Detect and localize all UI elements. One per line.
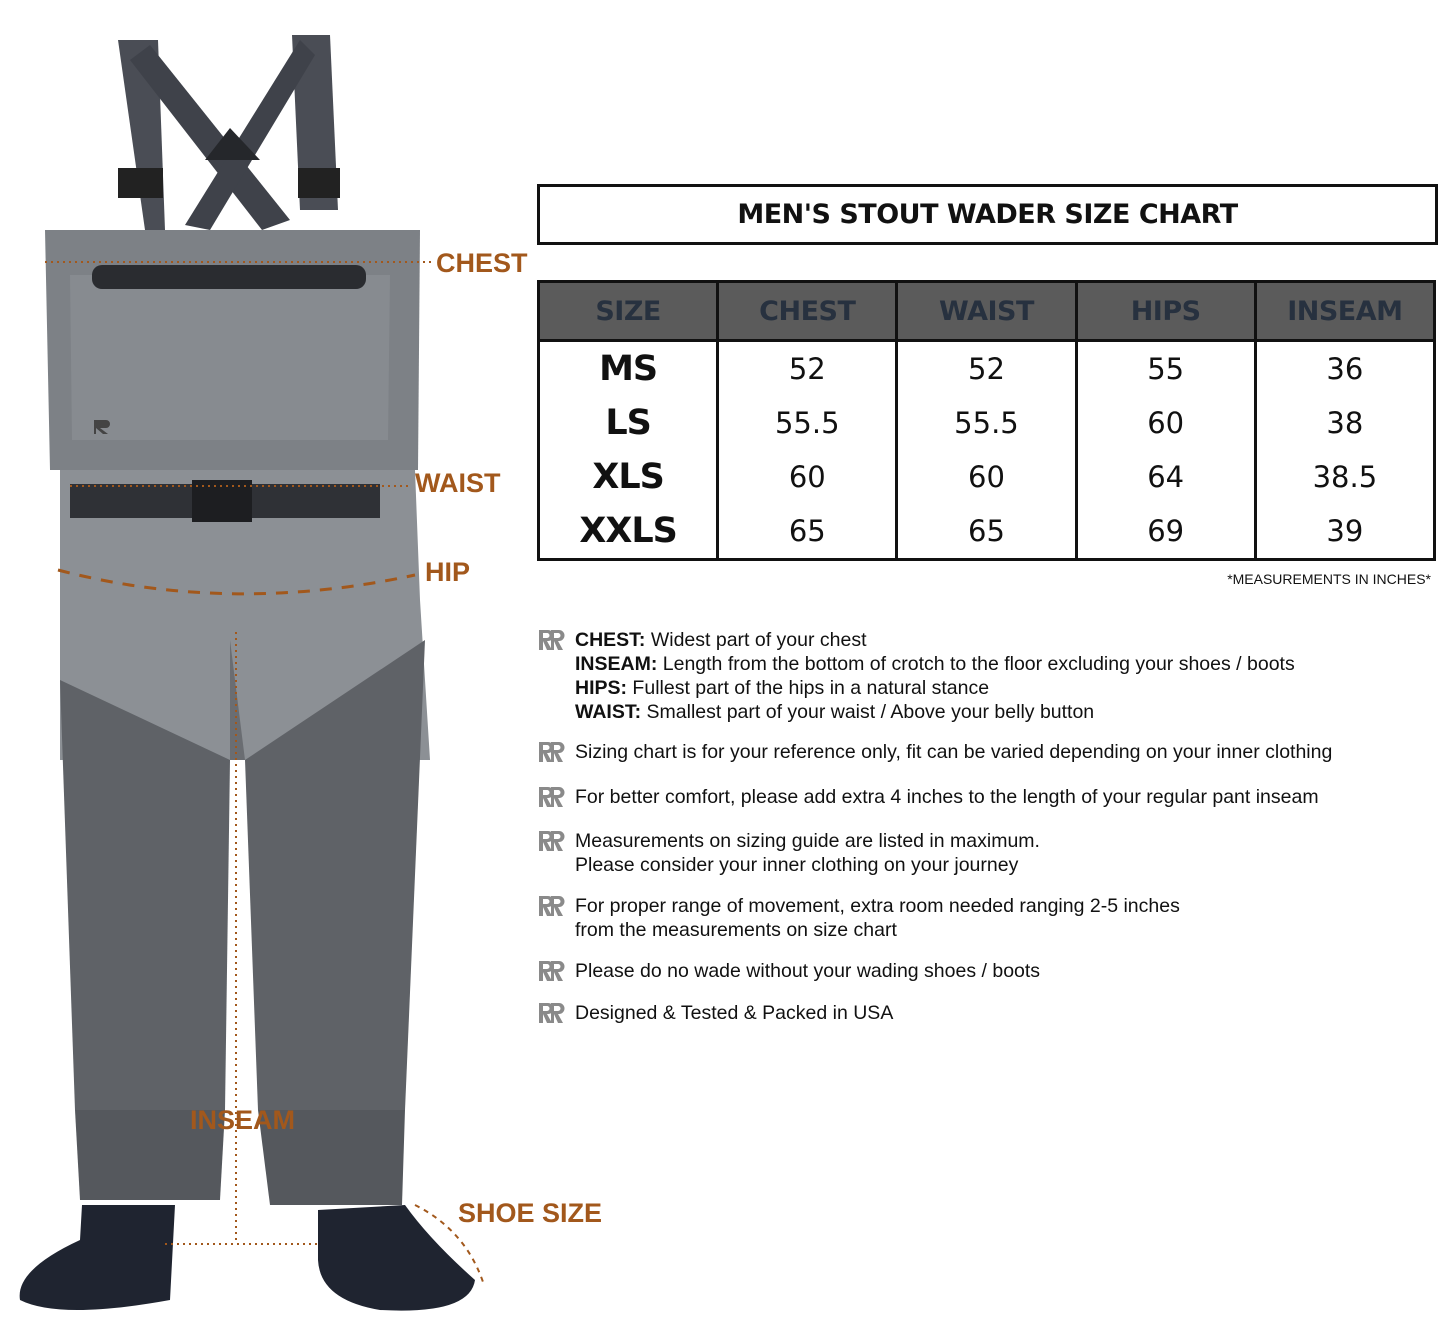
measurement-cell: 64: [1074, 450, 1257, 504]
header-hips: HIPS: [1074, 280, 1257, 342]
tip-item: Please do no wade without your wading sh…: [538, 959, 1040, 983]
tip-line: Measurements on sizing guide are listed …: [575, 830, 1040, 852]
brand-logo-icon: [539, 630, 565, 650]
size-cell: XLS: [536, 450, 720, 504]
measurement-cell: 60: [716, 450, 899, 504]
definition-term: HIPS:: [575, 677, 628, 699]
brand-logo-icon: [539, 787, 565, 807]
wader-product-image: [19, 35, 484, 1311]
shoe-size-label: SHOE SIZE: [458, 1198, 603, 1228]
definition-item: CHEST: Widest part of your chest: [575, 628, 1295, 652]
definition-item: HIPS: Fullest part of the hips in a natu…: [575, 676, 1295, 700]
size-cell: MS: [536, 340, 720, 396]
measurement-cell: 69: [1074, 504, 1257, 561]
definition-text: Smallest part of your waist / Above your…: [641, 701, 1095, 723]
measurement-cell: 65: [895, 504, 1078, 561]
table-row: XXLS 65 65 69 39: [536, 504, 1437, 561]
measurement-note: *MEASUREMENTS IN INCHES*: [1227, 571, 1431, 587]
measurement-cell: 55.5: [895, 396, 1078, 450]
header-waist: WAIST: [895, 280, 1078, 342]
header-chest: CHEST: [716, 280, 899, 342]
definition-term: INSEAM:: [575, 653, 658, 675]
brand-logo-icon: [539, 742, 565, 762]
brand-logo-icon: [539, 1003, 565, 1023]
measurement-cell: 38.5: [1253, 450, 1437, 504]
tip-item: For better comfort, please add extra 4 i…: [538, 785, 1319, 809]
tip-line: Please do no wade without your wading sh…: [575, 960, 1041, 982]
brand-logo-icon: [539, 896, 565, 916]
table-header-row: SIZE CHEST WAIST HIPS INSEAM: [536, 280, 1437, 342]
measurement-cell: 52: [895, 340, 1078, 396]
header-inseam: INSEAM: [1253, 280, 1437, 342]
inseam-label: INSEAM: [190, 1105, 296, 1135]
size-chart-title: MEN'S STOUT WADER SIZE CHART: [537, 184, 1438, 245]
definition-text: Length from the bottom of crotch to the …: [657, 653, 1295, 675]
tip-line: from the measurements on size chart: [575, 919, 897, 941]
measurement-cell: 55.5: [716, 396, 899, 450]
measurement-cell: 52: [716, 340, 899, 396]
tip-line: Please consider your inner clothing on y…: [575, 854, 1019, 876]
brand-logo-icon: [539, 831, 565, 851]
measurement-cell: 39: [1253, 504, 1437, 561]
table-row: XLS 60 60 64 38.5: [536, 450, 1437, 504]
tip-line: Designed & Tested & Packed in USA: [575, 1002, 894, 1024]
definition-text: Fullest part of the hips in a natural st…: [627, 677, 990, 699]
waist-label: WAIST: [415, 468, 501, 498]
definitions-list: CHEST: Widest part of your chest INSEAM: …: [538, 628, 1295, 724]
tip-line: For better comfort, please add extra 4 i…: [575, 786, 1319, 808]
tip-item: Designed & Tested & Packed in USA: [538, 1001, 893, 1025]
brand-logo-icon: [539, 961, 565, 981]
definition-item: WAIST: Smallest part of your waist / Abo…: [575, 700, 1295, 724]
header-size: SIZE: [536, 280, 720, 342]
tip-line: For proper range of movement, extra room…: [575, 895, 1180, 917]
tip-item: Measurements on sizing guide are listed …: [538, 829, 1040, 877]
tip-line: Sizing chart is for your reference only,…: [575, 741, 1333, 763]
tip-item: For proper range of movement, extra room…: [538, 894, 1180, 942]
measurement-cell: 60: [895, 450, 1078, 504]
hip-label: HIP: [425, 557, 471, 587]
chest-label: CHEST: [436, 248, 528, 278]
definition-item: INSEAM: Length from the bottom of crotch…: [575, 652, 1295, 676]
size-table: SIZE CHEST WAIST HIPS INSEAM MS 52 52 55 36 L…: [536, 280, 1437, 561]
measurement-cell: 65: [716, 504, 899, 561]
definition-term: CHEST:: [575, 629, 646, 651]
size-cell: LS: [536, 396, 720, 450]
size-cell: XXLS: [536, 504, 720, 561]
measurement-cell: 55: [1074, 340, 1257, 396]
table-row: MS 52 52 55 36: [536, 340, 1437, 396]
measurement-cell: 38: [1253, 396, 1437, 450]
definition-term: WAIST:: [575, 701, 642, 723]
tip-item: Sizing chart is for your reference only,…: [538, 740, 1332, 764]
measurement-cell: 60: [1074, 396, 1257, 450]
definition-text: Widest part of your chest: [645, 629, 867, 651]
table-row: LS 55.5 55.5 60 38: [536, 396, 1437, 450]
measurement-cell: 36: [1253, 340, 1437, 396]
